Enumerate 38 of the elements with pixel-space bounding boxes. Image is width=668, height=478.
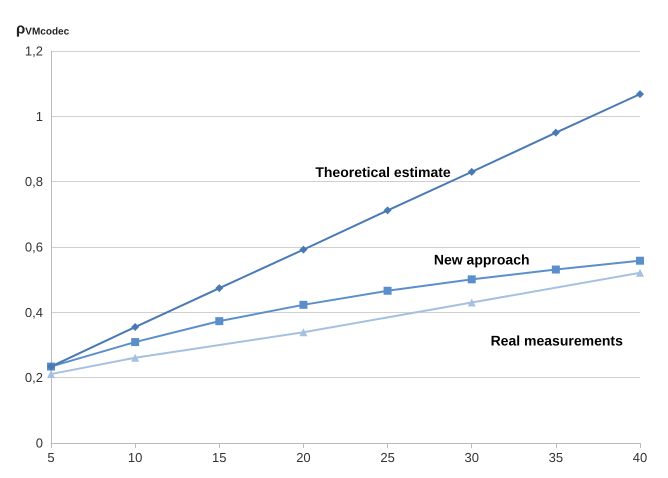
point (636, 268, 644, 277)
x-tick-label: 10 (128, 450, 142, 465)
point (468, 298, 476, 307)
point (552, 266, 560, 274)
point (215, 317, 224, 326)
point (299, 328, 308, 336)
x-tick-label: 25 (380, 450, 395, 465)
point (215, 284, 224, 292)
x-tick-label: 20 (296, 450, 311, 465)
point (299, 300, 308, 309)
point (636, 90, 644, 98)
y-tick-label: 0,2 (24, 370, 43, 386)
x-tick-label: 5 (47, 450, 55, 465)
point (299, 246, 308, 254)
point (131, 323, 140, 332)
point (47, 370, 55, 378)
x-tick-label: 30 (464, 450, 479, 465)
point (131, 354, 140, 362)
point (468, 275, 476, 284)
series-label: New approach (434, 251, 530, 268)
y-tick-label: 0 (36, 436, 43, 450)
x-tick-label: 40 (632, 450, 648, 465)
y-axis-title: ρVMcodec (16, 20, 70, 38)
y-tick-label: 0,4 (24, 304, 43, 320)
x-tick-label: 35 (548, 450, 564, 465)
series-label: Theoretical estimate (315, 164, 451, 180)
point (131, 338, 140, 346)
x-tick-label: 15 (212, 450, 227, 465)
text: Real measurements (490, 332, 624, 349)
point (636, 256, 644, 265)
point (468, 168, 476, 176)
y-tick-label: 0,8 (24, 174, 43, 190)
y-tick-label: 1 (36, 108, 43, 124)
y-tick-label: 0,6 (24, 240, 43, 254)
y-tick-label: 1,2 (24, 44, 43, 58)
point (384, 206, 392, 214)
point (384, 286, 392, 295)
point (552, 128, 560, 137)
